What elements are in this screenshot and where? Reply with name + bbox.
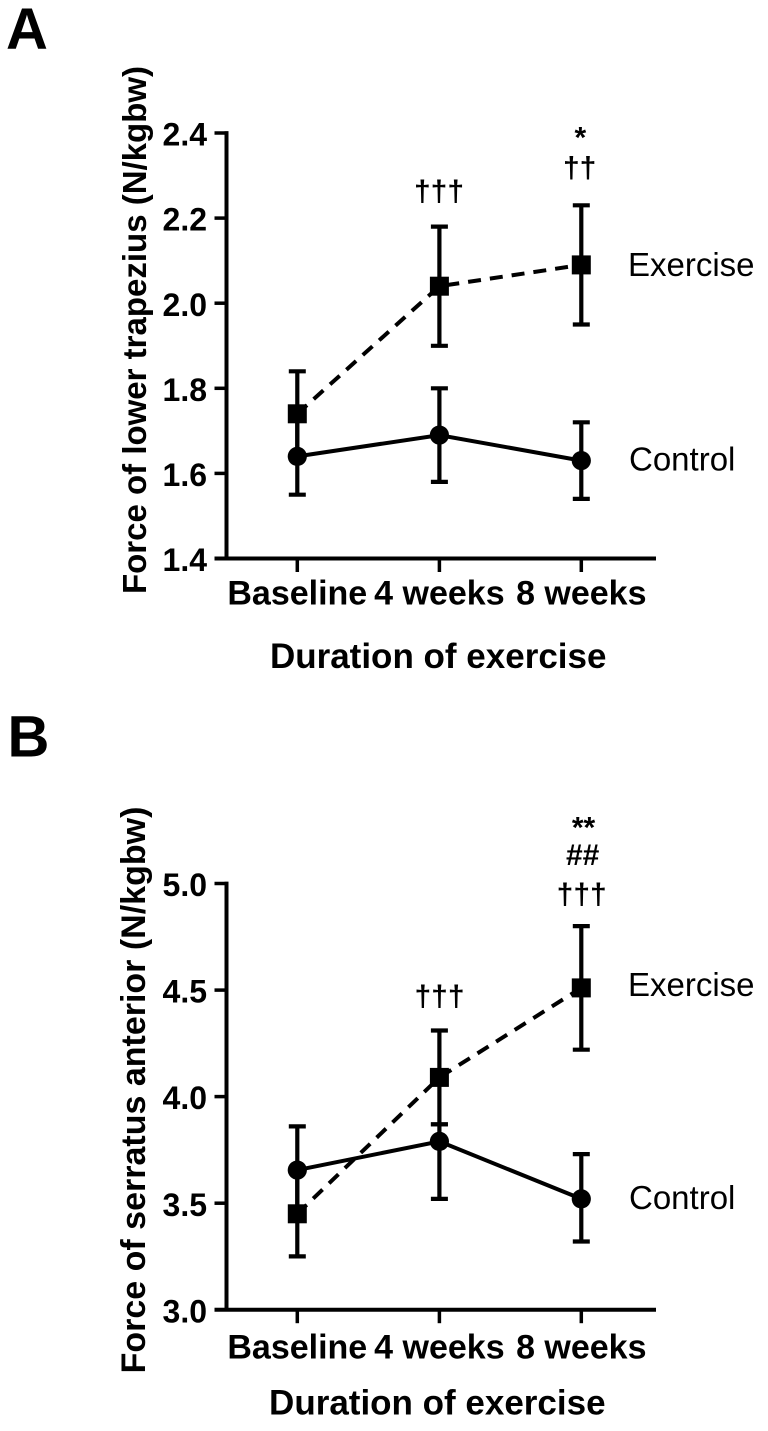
- svg-text:4 weeks: 4 weeks: [374, 1329, 504, 1367]
- svg-text:Force of serratus anterior (N/: Force of serratus anterior (N/kgbw): [115, 807, 153, 1374]
- svg-text:**: **: [572, 812, 596, 845]
- svg-text:†††: †††: [414, 175, 464, 208]
- svg-text:5.0: 5.0: [163, 867, 207, 903]
- svg-text:††: ††: [563, 152, 596, 185]
- svg-text:†††: †††: [557, 878, 607, 911]
- svg-text:Exercise: Exercise: [628, 966, 755, 1003]
- svg-text:3.0: 3.0: [163, 1293, 207, 1329]
- svg-text:2.2: 2.2: [163, 202, 207, 238]
- svg-text:Duration of exercise: Duration of exercise: [269, 1384, 606, 1423]
- svg-text:Exercise: Exercise: [628, 246, 755, 283]
- svg-text:Control: Control: [629, 440, 735, 477]
- svg-text:4.5: 4.5: [163, 974, 207, 1010]
- svg-text:A: A: [6, 0, 48, 62]
- svg-text:1.6: 1.6: [163, 457, 207, 493]
- svg-text:8 weeks: 8 weeks: [516, 1329, 646, 1367]
- svg-text:Baseline: Baseline: [227, 1329, 367, 1367]
- svg-text:1.8: 1.8: [163, 372, 207, 408]
- svg-text:4.0: 4.0: [163, 1080, 207, 1116]
- svg-text:Duration of exercise: Duration of exercise: [270, 637, 607, 676]
- svg-text:B: B: [8, 705, 50, 770]
- svg-text:Baseline: Baseline: [227, 575, 367, 613]
- svg-text:4 weeks: 4 weeks: [374, 575, 504, 613]
- svg-text:1.4: 1.4: [163, 542, 208, 578]
- svg-text:Force of lower trapezius (N/kg: Force of lower trapezius (N/kgbw): [116, 66, 153, 594]
- svg-text:*: *: [574, 122, 586, 155]
- svg-text:##: ##: [566, 839, 600, 872]
- svg-text:2.0: 2.0: [163, 287, 207, 323]
- svg-text:Control: Control: [629, 1179, 735, 1216]
- svg-text:3.5: 3.5: [163, 1187, 207, 1223]
- svg-text:2.4: 2.4: [163, 117, 208, 153]
- svg-text:†††: †††: [414, 980, 464, 1013]
- svg-text:8 weeks: 8 weeks: [516, 575, 646, 613]
